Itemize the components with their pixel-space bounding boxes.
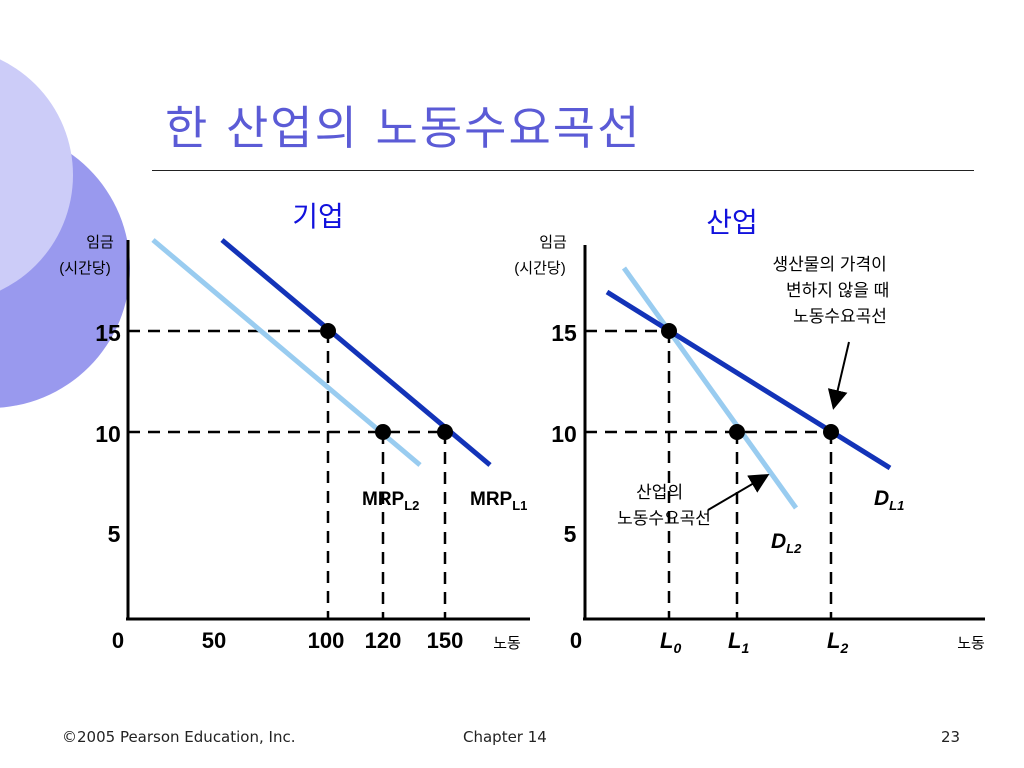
firm-xtick-100: 100 bbox=[308, 628, 345, 653]
firm-xtick-0: 0 bbox=[112, 628, 124, 653]
annotation-const-price-line-3: 노동수요곡선 bbox=[793, 307, 887, 326]
industry-dl1-line bbox=[605, 289, 892, 471]
footer-copyright: ©2005 Pearson Education, Inc. bbox=[62, 728, 296, 746]
industry-dl2-label: DL2 bbox=[771, 530, 802, 556]
industry-ytick-15: 15 bbox=[551, 320, 577, 346]
annotation-const-price-line-2: 변하지 않을 때 bbox=[786, 281, 889, 300]
annotation-industry-arrow bbox=[707, 473, 770, 511]
firm-ytick-5: 5 bbox=[108, 521, 121, 547]
title-divider bbox=[152, 170, 974, 171]
industry-xtick-l0: L0 bbox=[660, 628, 681, 656]
firm-xtick-120: 120 bbox=[365, 628, 402, 653]
industry-dl1-label: DL1 bbox=[874, 487, 904, 513]
firm-xtick-150: 150 bbox=[427, 628, 464, 653]
industry-xtick-l0-main: L bbox=[660, 628, 673, 653]
footer-page-number: 23 bbox=[941, 728, 961, 746]
firm-mrp-l2-sub: L2 bbox=[404, 498, 419, 513]
industry-xtick-0: 0 bbox=[570, 628, 582, 653]
firm-mrp-l2-label: MRPL2 bbox=[362, 489, 419, 513]
industry-point-l0-15 bbox=[661, 323, 677, 339]
industry-dl2-sub: L2 bbox=[786, 541, 802, 556]
annotation-industry-line-2: 노동수요곡선 bbox=[617, 509, 711, 528]
firm-ytick-15: 15 bbox=[95, 320, 121, 346]
firm-chart: 기업 임금 (시간당) 15 10 5 0 50 10 bbox=[59, 201, 530, 653]
industry-chart-title: 산업 bbox=[706, 207, 758, 238]
industry-xtick-l1-main: L bbox=[728, 628, 741, 653]
firm-mrp-l1-name: MRP bbox=[470, 489, 513, 510]
annotation-const-price-line-1: 생산물의 가격이 bbox=[773, 255, 887, 274]
industry-ylabel-sub: (시간당) bbox=[514, 260, 565, 277]
firm-point-100-15 bbox=[320, 323, 336, 339]
firm-xtick-50: 50 bbox=[202, 628, 226, 653]
firm-ylabel-sub: (시간당) bbox=[59, 260, 110, 277]
firm-mrp-l1-label: MRPL1 bbox=[470, 489, 527, 513]
industry-ylabel: 임금 bbox=[539, 234, 567, 251]
annotation-industry-line-1: 산업의 bbox=[636, 483, 683, 502]
industry-xlabel: 노동 bbox=[957, 635, 985, 652]
firm-mrp-l2-line bbox=[151, 238, 422, 467]
industry-dl1-name: D bbox=[874, 487, 889, 510]
industry-xtick-l2-sub: 2 bbox=[839, 640, 848, 656]
industry-xtick-l2: L2 bbox=[827, 628, 848, 656]
industry-point-l2-10 bbox=[823, 424, 839, 440]
firm-point-150-10 bbox=[437, 424, 453, 440]
industry-dl1-sub: L1 bbox=[889, 498, 904, 513]
industry-ytick-5: 5 bbox=[564, 521, 577, 547]
firm-chart-title: 기업 bbox=[292, 201, 344, 232]
firm-xlabel: 노동 bbox=[493, 635, 521, 652]
industry-annotation-industry: 산업의 노동수요곡선 bbox=[617, 483, 711, 528]
slide-title: 한 산업의 노동수요곡선 bbox=[165, 101, 642, 155]
industry-ytick-10: 10 bbox=[551, 421, 577, 447]
firm-ytick-10: 10 bbox=[95, 421, 121, 447]
firm-mrp-l1-sub: L1 bbox=[512, 498, 527, 513]
industry-dl2-line bbox=[621, 266, 799, 510]
firm-mrp-l2-name: MRP bbox=[362, 489, 405, 510]
industry-xtick-l0-sub: 0 bbox=[673, 640, 681, 656]
industry-dl2-name: D bbox=[771, 530, 786, 553]
decor-circle-inner bbox=[0, 59, 73, 291]
industry-xtick-l1-sub: 1 bbox=[741, 640, 749, 656]
footer-chapter: Chapter 14 bbox=[463, 728, 547, 746]
industry-point-l1-10 bbox=[729, 424, 745, 440]
industry-xtick-l1: L1 bbox=[728, 628, 749, 656]
industry-chart: 산업 임금 (시간당) 15 10 5 0 L0 L1 bbox=[514, 207, 985, 656]
industry-annotation-const-price: 생산물의 가격이 변하지 않을 때 노동수요곡선 bbox=[773, 255, 894, 326]
firm-ylabel: 임금 bbox=[86, 234, 114, 251]
industry-xtick-l2-main: L bbox=[827, 628, 840, 653]
firm-point-120-10 bbox=[375, 424, 391, 440]
annotation-const-price-arrow bbox=[827, 341, 850, 410]
